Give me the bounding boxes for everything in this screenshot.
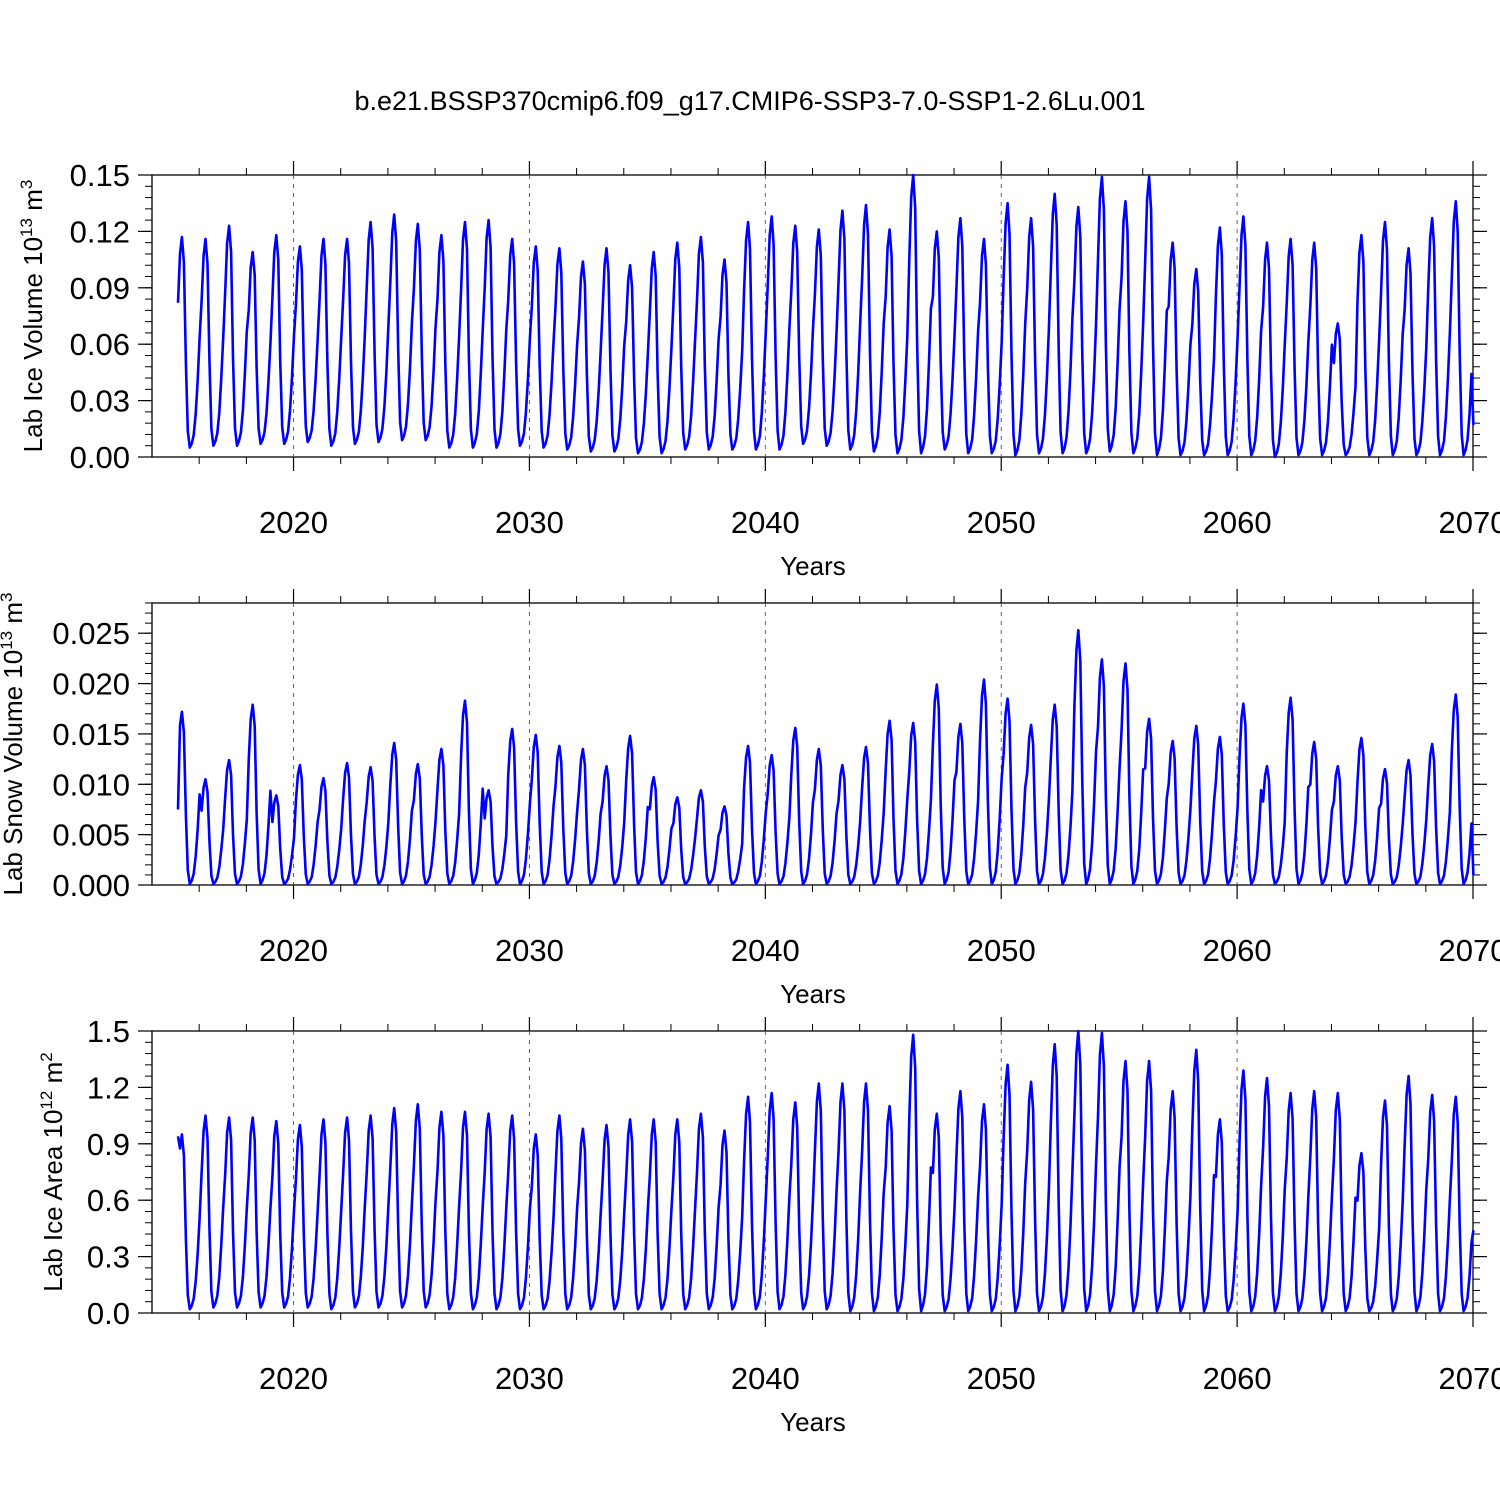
snow-volume-ytick-label: 0.000 xyxy=(52,868,130,903)
ice-volume-xtick-label: 2050 xyxy=(967,505,1036,540)
ice-area-xtick-label: 2030 xyxy=(495,1361,564,1396)
ice-area-ytick-label: 1.5 xyxy=(87,1014,130,1049)
ice-area-ytick-label: 0.9 xyxy=(87,1127,130,1162)
snow-volume-xtick-label: 2050 xyxy=(967,933,1036,968)
ice-area-xtick-label: 2070 xyxy=(1439,1361,1500,1396)
ice-area-ytick-label: 1.2 xyxy=(87,1070,130,1105)
ice-area-xtick-label: 2020 xyxy=(259,1361,328,1396)
snow-volume-xtick-label: 2070 xyxy=(1439,933,1500,968)
ice-area-ytick-label: 0.3 xyxy=(87,1240,130,1275)
ice-volume-xtick-label: 2030 xyxy=(495,505,564,540)
ice-area-xtick-label: 2060 xyxy=(1203,1361,1272,1396)
ice-volume-ylabel: Lab Ice Volume 1013 m3 xyxy=(17,180,48,453)
ice-area-xtick-label: 2050 xyxy=(967,1361,1036,1396)
snow-volume-xtick-label: 2060 xyxy=(1203,933,1272,968)
snow-volume-xtick-label: 2040 xyxy=(731,933,800,968)
snow-volume-series-line xyxy=(176,628,1475,886)
snow-volume-ytick-label: 0.020 xyxy=(52,667,130,702)
ice-volume-ytick-label: 0.15 xyxy=(70,158,130,193)
snow-volume-ytick-label: 0.025 xyxy=(52,616,130,651)
figure-title: b.e21.BSSP370cmip6.f09_g17.CMIP6-SSP3-7.… xyxy=(355,86,1146,116)
panel-ice-area: Lab Ice Area 1012 m2 Years 0.0 0.3 0.6 0.9 1… xyxy=(37,1014,1500,1437)
ice-volume-ytick-label: 0.03 xyxy=(70,384,130,419)
snow-volume-ytick-label: 0.005 xyxy=(52,818,130,853)
ice-volume-xtick-label: 2070 xyxy=(1439,505,1500,540)
snow-volume-xtick-label: 2020 xyxy=(259,933,328,968)
ice-volume-ytick-label: 0.12 xyxy=(70,214,130,249)
ice-volume-ytick-label: 0.06 xyxy=(70,327,130,362)
ice-area-xlabel: Years xyxy=(780,1407,846,1437)
panel-ice-volume: Lab Ice Volume 1013 m3 Years 0.00 0.03 0.0… xyxy=(17,158,1500,581)
snow-volume-xlabel: Years xyxy=(780,979,846,1009)
ice-volume-xtick-label: 2020 xyxy=(259,505,328,540)
snow-volume-xtick-label: 2030 xyxy=(495,933,564,968)
ice-volume-xlabel: Years xyxy=(780,551,846,581)
ice-volume-xtick-label: 2060 xyxy=(1203,505,1272,540)
ice-area-ytick-label: 0.6 xyxy=(87,1183,130,1218)
snow-volume-ylabel: Lab Snow Volume 1013 m3 xyxy=(0,592,28,895)
snow-volume-ytick-label: 0.010 xyxy=(52,767,130,802)
panel-snow-volume: Lab Snow Volume 1013 m3 Years 0.000 0.005… xyxy=(0,589,1500,1009)
ice-area-ytick-label: 0.0 xyxy=(87,1296,130,1331)
ice-volume-xtick-label: 2040 xyxy=(731,505,800,540)
ice-volume-series-line xyxy=(176,173,1475,459)
ice-area-xtick-label: 2040 xyxy=(731,1361,800,1396)
ice-volume-ytick-label: 0.00 xyxy=(70,440,130,475)
ice-area-series-line xyxy=(176,1029,1475,1313)
snow-volume-ytick-label: 0.015 xyxy=(52,717,130,752)
ice-volume-ytick-label: 0.09 xyxy=(70,271,130,306)
ice-area-ylabel: Lab Ice Area 1012 m2 xyxy=(37,1052,68,1291)
